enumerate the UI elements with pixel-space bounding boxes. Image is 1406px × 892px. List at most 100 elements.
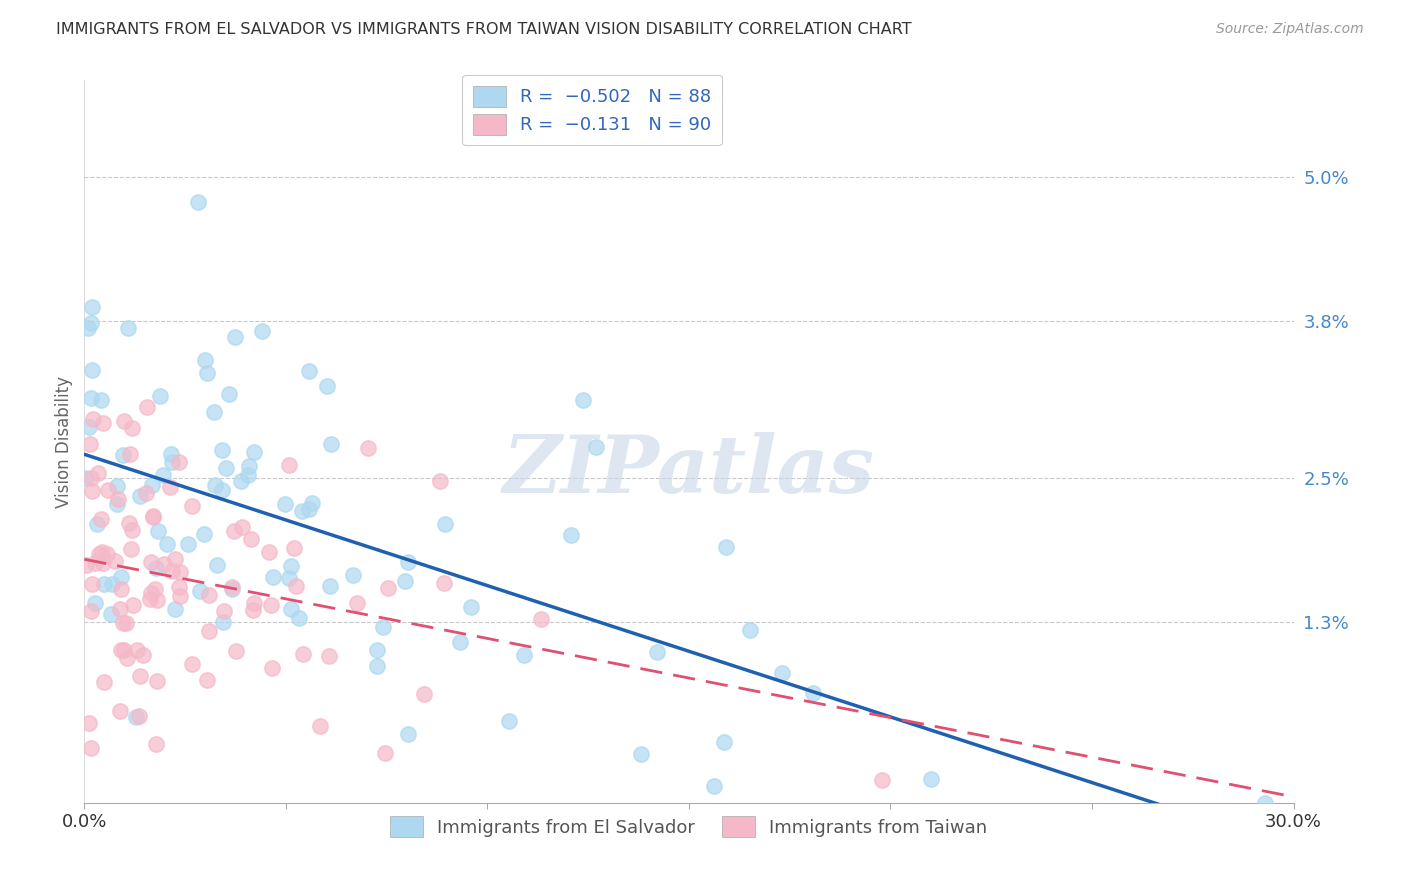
Point xyxy=(160,564,183,578)
Point xyxy=(222,524,245,538)
Point xyxy=(242,445,264,459)
Point xyxy=(122,598,145,612)
Point xyxy=(738,623,761,637)
Point xyxy=(115,616,138,631)
Point xyxy=(80,604,103,618)
Point xyxy=(560,528,582,542)
Point xyxy=(180,657,202,672)
Point xyxy=(169,565,191,579)
Point xyxy=(197,588,219,602)
Text: IMMIGRANTS FROM EL SALVADOR VS IMMIGRANTS FROM TAIWAN VISION DISABILITY CORRELAT: IMMIGRANTS FROM EL SALVADOR VS IMMIGRANT… xyxy=(56,22,912,37)
Point xyxy=(143,582,166,597)
Point xyxy=(90,512,112,526)
Point xyxy=(100,607,122,622)
Point xyxy=(112,448,135,462)
Point xyxy=(149,389,172,403)
Point xyxy=(148,524,170,538)
Point xyxy=(513,648,536,662)
Point xyxy=(572,393,595,408)
Point xyxy=(187,194,209,209)
Point xyxy=(103,554,125,568)
Point xyxy=(128,709,150,723)
Point xyxy=(118,516,141,530)
Point xyxy=(142,510,165,524)
Point xyxy=(110,643,132,657)
Point xyxy=(91,556,114,570)
Point xyxy=(112,642,135,657)
Point xyxy=(142,508,165,523)
Point xyxy=(121,421,143,435)
Point xyxy=(221,582,243,596)
Point xyxy=(125,643,148,657)
Point xyxy=(121,523,143,537)
Point xyxy=(585,440,607,454)
Point xyxy=(120,541,142,556)
Point xyxy=(460,599,482,614)
Point xyxy=(283,541,305,556)
Point xyxy=(396,727,419,741)
Point xyxy=(118,447,141,461)
Point xyxy=(152,467,174,482)
Point xyxy=(84,557,107,571)
Legend: Immigrants from El Salvador, Immigrants from Taiwan: Immigrants from El Salvador, Immigrants … xyxy=(384,809,994,845)
Y-axis label: Vision Disability: Vision Disability xyxy=(55,376,73,508)
Point xyxy=(79,741,101,756)
Point xyxy=(180,499,202,513)
Point xyxy=(204,478,226,492)
Point xyxy=(260,661,283,675)
Point xyxy=(82,577,104,591)
Point xyxy=(110,570,132,584)
Point xyxy=(298,502,321,516)
Point xyxy=(238,459,260,474)
Point xyxy=(77,715,100,730)
Point xyxy=(159,480,181,494)
Point xyxy=(371,620,394,634)
Point xyxy=(225,644,247,658)
Point xyxy=(169,589,191,603)
Point xyxy=(197,673,219,687)
Point xyxy=(108,704,131,718)
Point xyxy=(280,602,302,616)
Point xyxy=(259,545,281,559)
Point xyxy=(105,497,128,511)
Point xyxy=(80,391,103,405)
Point xyxy=(870,772,893,787)
Point xyxy=(135,486,157,500)
Point xyxy=(97,483,120,497)
Point xyxy=(141,478,163,492)
Point xyxy=(139,591,162,606)
Point xyxy=(117,321,139,335)
Point xyxy=(801,686,824,700)
Point xyxy=(139,555,162,569)
Point xyxy=(278,458,301,472)
Point xyxy=(136,400,159,414)
Point xyxy=(111,616,134,631)
Point xyxy=(207,558,229,572)
Point xyxy=(152,558,174,572)
Point xyxy=(79,317,101,331)
Point xyxy=(105,479,128,493)
Point xyxy=(530,612,553,626)
Point xyxy=(374,746,396,760)
Point xyxy=(243,596,266,610)
Point xyxy=(297,364,319,378)
Point xyxy=(84,596,107,610)
Point xyxy=(278,571,301,585)
Point xyxy=(357,442,380,456)
Point xyxy=(194,353,217,368)
Point xyxy=(377,581,399,595)
Point xyxy=(80,483,103,498)
Point xyxy=(80,471,103,485)
Point xyxy=(212,615,235,629)
Point xyxy=(128,489,150,503)
Point xyxy=(87,547,110,561)
Point xyxy=(163,602,186,616)
Point xyxy=(163,552,186,566)
Point xyxy=(212,604,235,618)
Point xyxy=(434,517,457,532)
Point xyxy=(79,436,101,450)
Point xyxy=(366,643,388,657)
Point xyxy=(204,405,226,419)
Point xyxy=(224,330,246,344)
Point xyxy=(290,504,312,518)
